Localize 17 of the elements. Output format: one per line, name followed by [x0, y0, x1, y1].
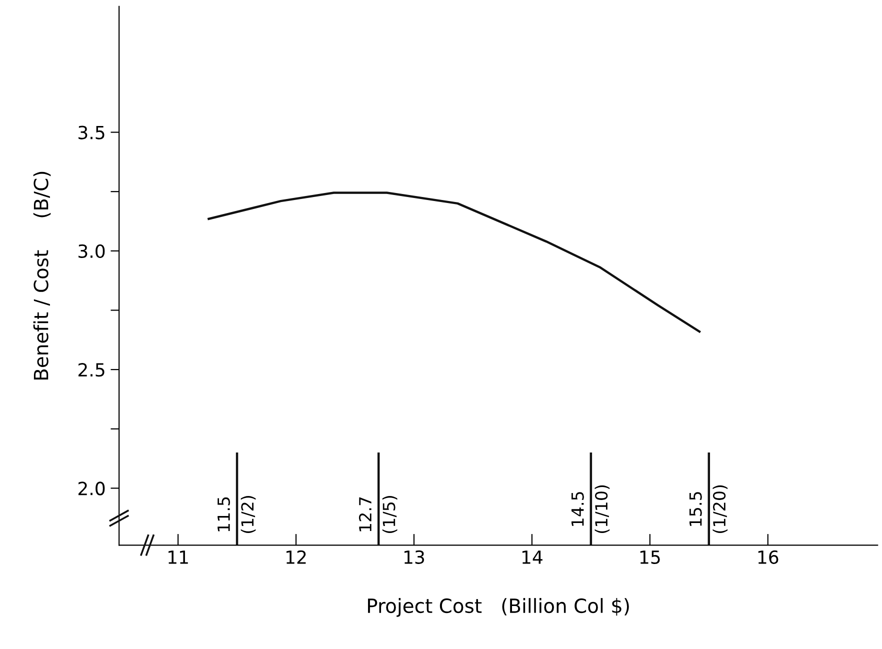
ref-line-label: 15.5 (1/20) — [689, 485, 728, 533]
x-axis-title: Project Cost (Billion Col $) — [368, 598, 629, 617]
x-tick-label: 16 — [758, 550, 778, 564]
x-tick-label: 13 — [404, 550, 424, 564]
line-series — [208, 192, 701, 333]
y-tick-label: 3.0 — [78, 244, 105, 258]
ref-line-label: 11.5 (1/2) — [218, 496, 256, 533]
x-tick-label: 11 — [168, 550, 188, 564]
x-tick-label: 14 — [522, 550, 542, 564]
x-tick-label: 15 — [640, 550, 660, 564]
y-tick-label: 3.5 — [78, 126, 104, 140]
y-tick-label: 2.5 — [78, 363, 104, 377]
x-tick-label: 12 — [286, 550, 306, 564]
y-tick-label: 2.0 — [78, 482, 105, 496]
ref-line-label: 12.7 (1/5) — [358, 496, 398, 533]
ref-line-label: 14.5 (1/10) — [572, 485, 610, 533]
y-axis-title: Benefit / Cost (B/C) — [33, 172, 51, 380]
